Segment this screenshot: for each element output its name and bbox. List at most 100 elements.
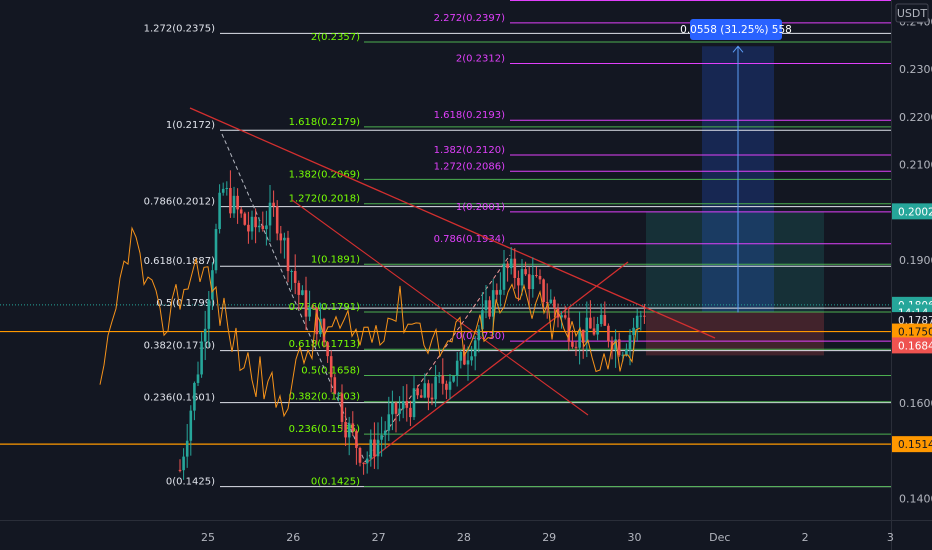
candle-body <box>488 300 491 317</box>
ascending-trendline[interactable] <box>364 261 629 465</box>
candle-body <box>265 225 268 230</box>
candle-body <box>437 375 441 377</box>
fib-green-label: 1.272(0.2018) <box>289 194 361 205</box>
candle-body <box>452 375 455 382</box>
candle-body <box>470 356 473 361</box>
candle-body <box>347 423 351 438</box>
fib-white-label: 0(0.1425) <box>166 477 215 488</box>
candle-body <box>427 383 430 398</box>
candle-body <box>416 388 419 396</box>
candle-body <box>549 299 553 304</box>
price-tag-box <box>892 337 932 354</box>
currency-badge[interactable] <box>895 3 929 23</box>
candle-body <box>268 202 272 226</box>
candle-body <box>333 377 337 394</box>
fib-green-label: 2(0.2357) <box>311 32 360 43</box>
candle-body <box>358 447 362 463</box>
candle-body <box>405 401 409 408</box>
candle-body <box>596 323 599 335</box>
candle-body <box>499 289 502 295</box>
candle-body <box>567 317 571 342</box>
candle-body <box>639 315 643 317</box>
fib-magenta-label: 1(0.2001) <box>456 202 505 213</box>
candle-body <box>635 315 639 328</box>
candle-body <box>229 187 232 214</box>
candle-body <box>531 275 535 290</box>
fib-extension-green[interactable]: 2(0.2357) 1.618(0.2179) 1.382(0.2069) 1.272… <box>289 32 891 488</box>
candle-body <box>560 315 563 318</box>
time-tick-label: 3 <box>887 531 894 544</box>
measure-arrow-head <box>732 45 744 53</box>
candle-body <box>261 225 265 230</box>
candle-body <box>304 290 308 317</box>
candle-body <box>369 439 373 459</box>
fib-white-label: 0.382(0.1710) <box>144 341 216 352</box>
candle-body <box>463 351 466 365</box>
fib-green-label: 0(0.1425) <box>311 477 360 488</box>
fib-green-label: 0.786(0.1791) <box>289 302 361 313</box>
candle-body <box>391 402 394 415</box>
price-axis[interactable]: 0.24000.23000.22000.21000.19000.16000.14… <box>899 15 932 505</box>
time-tick-label: 27 <box>372 531 386 544</box>
candle-body <box>625 349 628 355</box>
candle-body <box>200 341 203 375</box>
candle-body <box>542 279 545 302</box>
candle-body <box>308 307 311 317</box>
candle-body <box>340 393 344 422</box>
candle-body <box>207 299 211 329</box>
candle-body <box>459 351 463 361</box>
time-axis[interactable]: 25 26 27 28 29 30 Dec 2 3 <box>201 531 894 544</box>
candle-body <box>466 360 470 365</box>
fib-magenta-label: 1.618(0.2193) <box>434 110 506 121</box>
candle-body <box>607 325 610 342</box>
candle-body <box>553 299 556 309</box>
fib-retracement-white[interactable]: 1.272(0.2375) 1(0.2172) 0.786(0.2012) 0.618… <box>144 23 891 488</box>
long-position-stop-zone[interactable] <box>646 312 824 356</box>
fib-white-label: 0.618(0.1887) <box>144 256 216 267</box>
candle-body <box>513 258 517 278</box>
candle-body <box>311 307 315 309</box>
candle-body <box>182 456 185 471</box>
fib-green-label: 0.236(0.1535) <box>289 424 361 435</box>
long-position-target-zone[interactable] <box>646 211 824 313</box>
candle-body <box>290 270 293 272</box>
candle-body <box>441 375 445 384</box>
fib-white-label: 1.272(0.2375) <box>144 23 216 34</box>
time-tick-label: 29 <box>542 531 556 544</box>
candle-body <box>578 329 581 348</box>
candle-body <box>286 237 290 272</box>
candle-body <box>221 188 225 193</box>
channel-line[interactable] <box>291 199 589 416</box>
trend-lines[interactable] <box>189 107 716 465</box>
time-tick-label: Dec <box>709 531 730 544</box>
descending-trendline[interactable] <box>189 107 716 339</box>
candle-body <box>232 195 236 214</box>
candle-body <box>297 282 301 295</box>
fib-magenta-label: 2.414(0.2444) <box>434 0 506 1</box>
candle-body <box>257 225 261 228</box>
fib-white-label: 0.786(0.2012) <box>144 197 216 208</box>
price-range-measure[interactable]: 0.0558 (31.25%) 558 <box>680 19 792 313</box>
candle-body <box>344 421 347 438</box>
candle-body <box>484 300 488 311</box>
price-tick-label: 0.1400 <box>899 493 932 506</box>
candle-body <box>538 275 542 280</box>
dashed-fib-anchor-line[interactable] <box>221 133 366 463</box>
candle-body <box>326 342 329 357</box>
candle-body <box>481 310 484 330</box>
candle-body <box>218 192 221 230</box>
candle-body <box>419 395 423 398</box>
candle-body <box>621 354 625 356</box>
candle-body <box>239 209 243 214</box>
fib-green-label: 1(0.1891) <box>311 254 360 265</box>
candle-body <box>178 469 182 471</box>
horizontal-lines[interactable] <box>0 304 891 445</box>
measure-label-box[interactable] <box>690 19 782 40</box>
candle-body <box>243 213 247 225</box>
candle-body <box>355 430 358 448</box>
candle-body <box>448 381 452 390</box>
candle-body <box>574 346 578 348</box>
